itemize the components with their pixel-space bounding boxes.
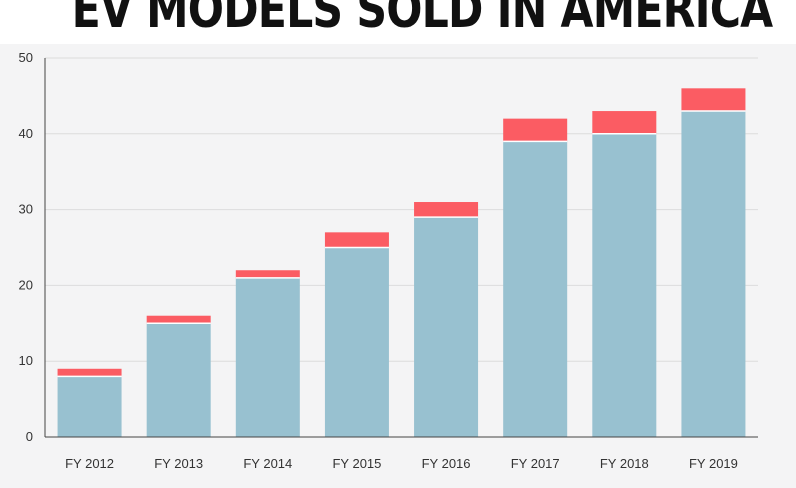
x-tick-label: FY 2019 <box>689 456 738 471</box>
x-tick-label: FY 2017 <box>511 456 560 471</box>
bar-additional <box>592 111 657 134</box>
bar-base <box>503 141 568 437</box>
x-tick-labels: FY 2012 FY 2013 FY 2014 FY 2015 FY 2016 FY 20… <box>65 456 738 471</box>
bar-additional <box>681 88 746 112</box>
x-tick-label: FY 2013 <box>154 456 203 471</box>
x-tick-label: FY 2014 <box>243 456 292 471</box>
bar-base <box>146 323 211 437</box>
bar-base <box>592 133 657 438</box>
x-tick-label: FY 2015 <box>332 456 381 471</box>
title-band: EV MODELS SOLD IN AMERICA <box>0 0 796 44</box>
bar-base <box>57 376 122 437</box>
bar-base <box>414 217 479 437</box>
x-tick-label: FY 2012 <box>65 456 114 471</box>
y-tick-labels: 0 10 20 30 40 50 <box>19 50 33 444</box>
bars <box>57 88 746 438</box>
y-tick-label: 0 <box>26 429 33 444</box>
y-tick-label: 40 <box>19 126 33 141</box>
bar-base <box>681 111 746 437</box>
y-tick-label: 20 <box>19 277 33 292</box>
bar-additional <box>235 270 300 278</box>
y-tick-label: 50 <box>19 50 33 65</box>
x-tick-label: FY 2018 <box>600 456 649 471</box>
bar-base <box>324 247 389 437</box>
bar-additional <box>146 315 211 324</box>
axes <box>44 58 758 438</box>
y-tick-label: 30 <box>19 202 33 217</box>
bar-base <box>235 277 300 437</box>
x-tick-label: FY 2016 <box>422 456 471 471</box>
bar-additional <box>503 118 568 142</box>
bar-additional <box>324 232 389 248</box>
chart-title: EV MODELS SOLD IN AMERICA <box>71 0 774 40</box>
bar-additional <box>57 368 122 377</box>
y-tick-label: 10 <box>19 353 33 368</box>
bar-additional <box>414 202 479 218</box>
